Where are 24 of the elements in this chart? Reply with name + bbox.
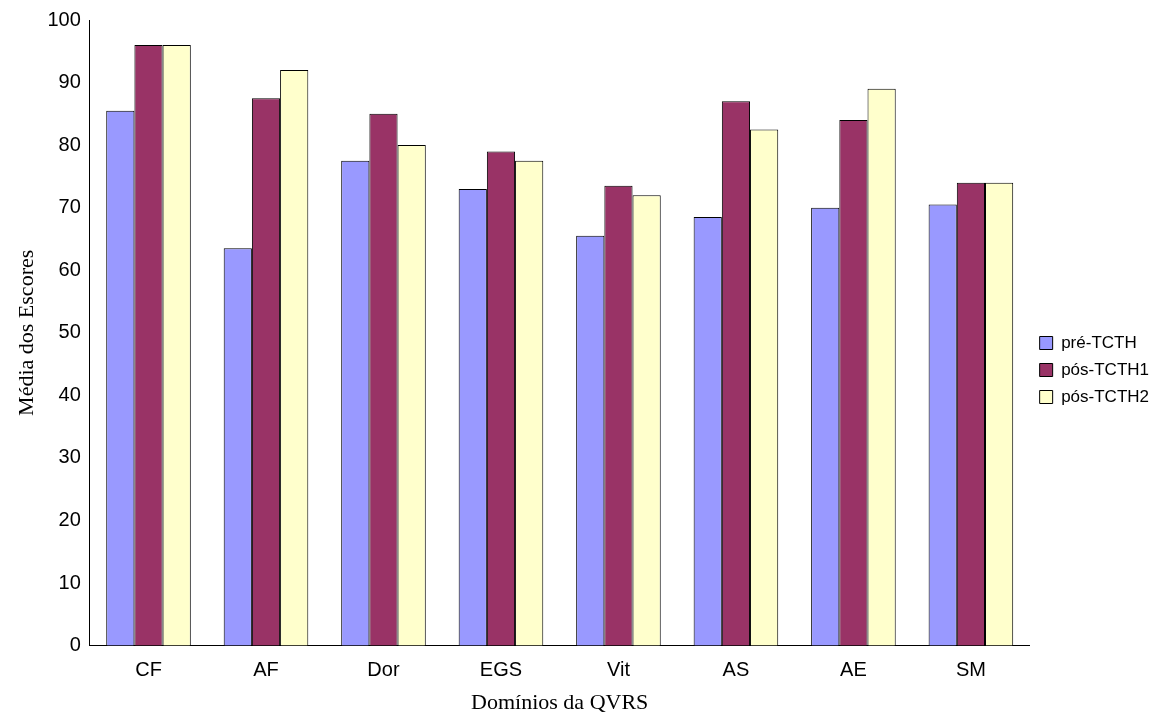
y-tick-label: 40 <box>58 382 81 405</box>
x-tick-label: AF <box>253 658 279 681</box>
x-tick-label: AE <box>840 658 867 681</box>
y-tick-label: 30 <box>58 445 81 468</box>
legend-label: pós-TCTH2 <box>1061 386 1150 406</box>
y-tick-label: 50 <box>58 320 81 343</box>
y-tick-label: 80 <box>58 132 81 155</box>
x-tick-label: SM <box>955 658 986 681</box>
legend-label: pós-TCTH1 <box>1061 359 1150 379</box>
x-tick-label: Dor <box>367 658 400 681</box>
y-tick-label: 90 <box>58 70 81 93</box>
y-tick-label: 20 <box>58 508 81 530</box>
y-tick-label: 0 <box>69 633 81 656</box>
y-tick-label: 70 <box>58 195 81 218</box>
x-tick-label: CF <box>135 658 162 681</box>
legend-label: pré-TCTH <box>1061 332 1137 352</box>
y-tick-label: 60 <box>58 257 81 280</box>
x-tick-label: Vit <box>606 658 631 681</box>
y-tick-label: 10 <box>58 570 81 593</box>
x-tick-label: AS <box>722 658 750 681</box>
y-axis-title: Média dos Escores <box>12 249 38 416</box>
y-tick-label: 100 <box>47 7 81 30</box>
x-tick-label: EGS <box>479 658 523 681</box>
x-axis-title: Domínios da QVRS <box>471 688 649 714</box>
